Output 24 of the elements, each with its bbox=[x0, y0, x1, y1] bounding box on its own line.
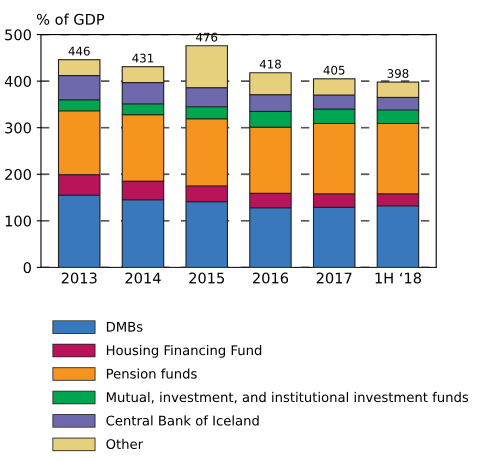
legend-label: Mutual, investment, and institutional investment funds bbox=[106, 392, 468, 404]
legend-label: Housing Financing Fund bbox=[106, 345, 262, 358]
legend-label: DMBs bbox=[106, 322, 142, 332]
y-axis-title: % of GDP bbox=[36, 14, 104, 25]
y-tick-label: 500 bbox=[5, 29, 31, 40]
legend-label: Central Bank of Iceland bbox=[106, 415, 259, 426]
x-tick-label: 1H ‘18 bbox=[376, 272, 421, 284]
y-tick-label: 400 bbox=[4, 76, 31, 87]
x-tick-label: 2015 bbox=[189, 272, 224, 284]
x-tick-label: 2013 bbox=[62, 272, 97, 284]
x-tick-label: 2014 bbox=[125, 272, 161, 284]
total-label: 431 bbox=[132, 54, 154, 63]
total-label: 446 bbox=[68, 46, 90, 56]
legend-label: Other bbox=[106, 438, 144, 450]
total-label: 418 bbox=[260, 60, 281, 69]
legend-label: Pension funds bbox=[106, 368, 197, 379]
x-tick-label: 2016 bbox=[252, 272, 288, 284]
x-tick-label: 2017 bbox=[316, 272, 352, 284]
y-tick-label: 200 bbox=[5, 168, 31, 180]
total-label: 405 bbox=[324, 66, 344, 75]
y-tick-label: 0 bbox=[24, 262, 31, 274]
total-label: 398 bbox=[388, 68, 408, 78]
y-tick-label: 300 bbox=[5, 122, 31, 134]
y-tick-label: 100 bbox=[6, 216, 31, 227]
